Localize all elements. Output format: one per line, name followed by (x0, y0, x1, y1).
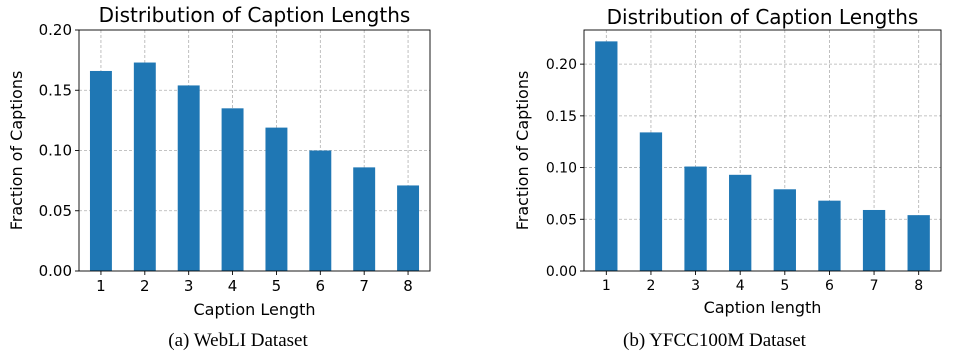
bar-2 (133, 62, 156, 271)
figure-caption: (b) YFCC100M Dataset (623, 330, 806, 351)
x-tick-label: 1 (602, 278, 611, 294)
x-tick-label: 7 (870, 278, 879, 294)
y-tick-label: 0.10 (39, 142, 72, 160)
x-tick-label: 8 (914, 278, 923, 294)
x-tick-label: 4 (228, 277, 238, 295)
chart-title: Distribution of Caption Lengths (607, 5, 919, 29)
y-axis-label: Fraction of Captions (7, 71, 26, 231)
x-tick-label: 2 (646, 278, 655, 294)
plot-frame (583, 29, 942, 272)
x-tick-label: 3 (691, 278, 700, 294)
y-tick-label: 0.00 (546, 264, 577, 280)
figure-yfcc100m: 0.00 0.05 0.10 0.15 0.20 1 2 3 4 5 6 7 8 Distribution… (476, 0, 953, 362)
bar-3 (684, 166, 707, 271)
x-tick-label: 7 (359, 277, 369, 295)
chart-webli-caption-lengths: 0.00 0.05 0.10 0.15 0.20 1 2 3 4 5 6 7 8 Distribution… (7, 3, 431, 319)
chart-yfcc100m-caption-lengths: 0.00 0.05 0.10 0.15 0.20 1 2 3 4 5 6 7 8 Distribution… (513, 5, 942, 317)
y-tick-label: 0.15 (546, 109, 577, 125)
y-axis-label: Fraction of Captions (513, 71, 532, 231)
y-tick-label: 0.00 (39, 262, 72, 280)
bar-7 (862, 209, 886, 271)
chart-title: Distribution of Caption Lengths (99, 3, 411, 27)
bar-1 (89, 70, 112, 271)
x-tick-label: 2 (140, 277, 150, 295)
x-tick-label: 5 (780, 278, 789, 294)
y-tick-label: 0.15 (39, 81, 72, 99)
figure-caption: (a) WebLI Dataset (168, 330, 308, 351)
bar-8 (397, 185, 420, 271)
bar-8 (907, 215, 930, 271)
bar-5 (265, 127, 288, 271)
bar-4 (729, 174, 752, 271)
y-tick-label: 0.05 (546, 212, 577, 228)
x-tick-label: 6 (316, 277, 326, 295)
x-tick-label: 8 (403, 277, 413, 295)
bar-3 (177, 85, 200, 272)
y-tick-label: 0.10 (546, 161, 577, 177)
x-tick-label: 1 (96, 277, 106, 295)
bar-4 (221, 108, 244, 271)
x-axis-label: Caption Length (193, 300, 315, 319)
x-tick-label: 6 (825, 278, 834, 294)
y-tick-label: 0.05 (39, 202, 72, 220)
x-tick-label: 4 (736, 278, 745, 294)
bar-2 (639, 132, 663, 271)
bar-1 (595, 41, 618, 271)
bar-6 (309, 150, 332, 271)
x-tick-label: 5 (272, 277, 282, 295)
bar-5 (773, 189, 796, 271)
bar-6 (818, 200, 841, 271)
y-tick-label: 0.20 (39, 21, 72, 39)
x-axis-label: Caption length (704, 298, 822, 317)
figure-webli: 0.00 0.05 0.10 0.15 0.20 1 2 3 4 5 6 7 8 Distribution… (0, 0, 476, 362)
x-tick-label: 3 (184, 277, 194, 295)
y-tick-label: 0.20 (546, 57, 577, 73)
bar-7 (353, 167, 376, 271)
